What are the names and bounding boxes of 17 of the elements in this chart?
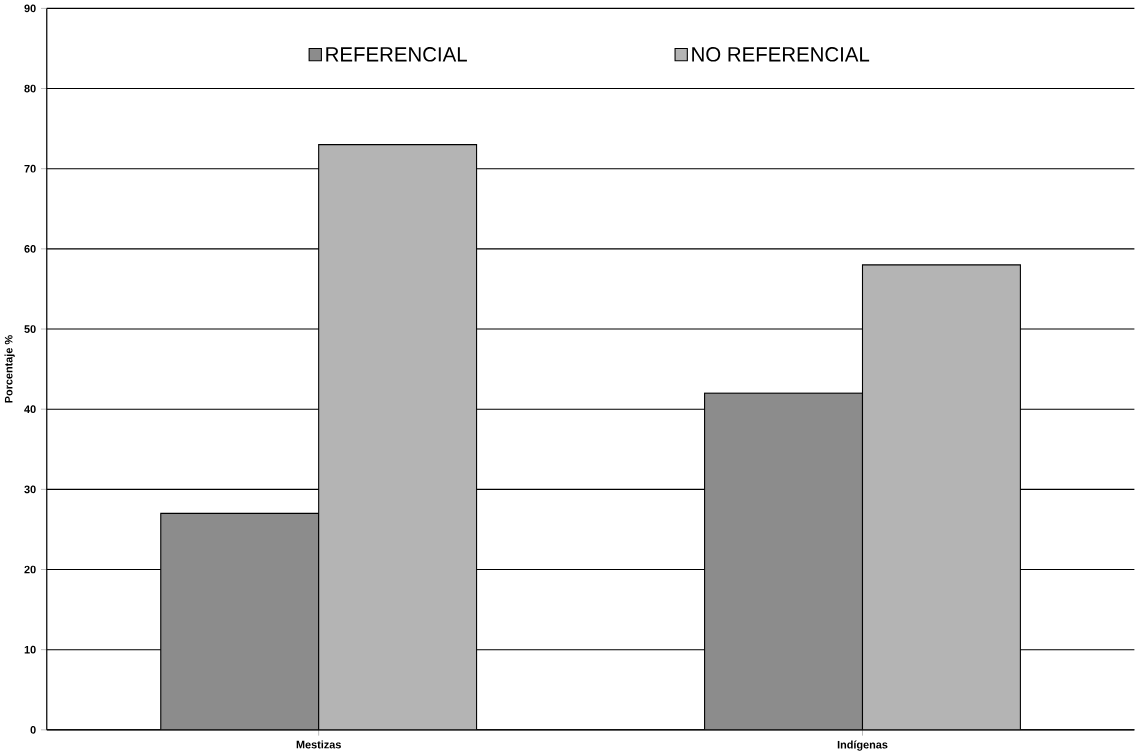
y-tick-label: 70 [24, 164, 36, 173]
y-tick-label: 10 [24, 645, 36, 654]
y-tick-label: 80 [24, 84, 36, 93]
y-tick-label: 90 [24, 4, 36, 13]
y-tick-label: 0 [30, 725, 36, 734]
legend-label: NO REFERENCIAL [692, 46, 870, 62]
bar [318, 143, 478, 730]
y-tick-label: 40 [24, 405, 36, 413]
y-tick-label: 60 [24, 244, 36, 253]
legend-label: REFERENCIAL [326, 46, 467, 62]
y-tick-label: 30 [24, 485, 36, 494]
x-tick-label: Mestizas [296, 740, 341, 749]
y-axis-title: Porcentaje % [4, 335, 15, 403]
x-tick-label: Indígenas [837, 740, 888, 751]
y-tick-label: 50 [24, 325, 36, 333]
bar [861, 264, 1021, 730]
y-tick-label: 20 [24, 565, 36, 574]
